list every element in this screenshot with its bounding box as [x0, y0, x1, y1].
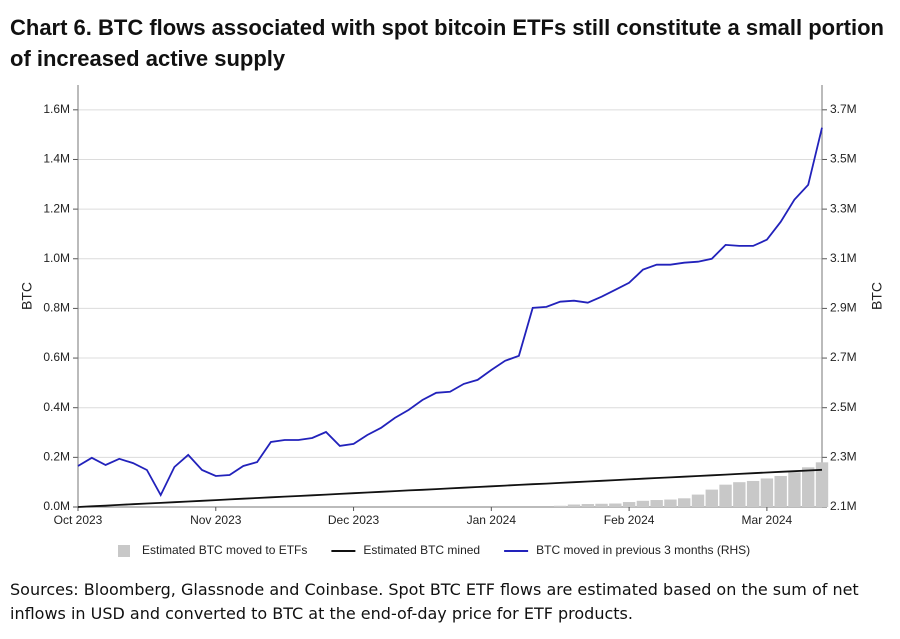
- legend-label: Estimated BTC mined: [363, 543, 480, 557]
- bar: [622, 502, 636, 507]
- bar: [554, 505, 567, 507]
- y2-tick-label: 3.1M: [830, 251, 857, 265]
- y-axis-title: BTC: [19, 282, 35, 310]
- y2-tick-label: 3.3M: [830, 201, 857, 215]
- bar: [719, 484, 732, 507]
- line: [77, 127, 823, 498]
- source-note: Sources: Bloomberg, Glassnode and Coinba…: [10, 580, 859, 623]
- legend-label: BTC moved in previous 3 months (RHS): [536, 543, 750, 557]
- bar: [595, 503, 608, 507]
- y2-tick-label: 3.5M: [830, 152, 857, 166]
- bar: [664, 499, 677, 507]
- y-tick-label: 1.0M: [43, 251, 70, 265]
- y-tick-label: 1.6M: [43, 102, 70, 116]
- y2-tick-label: 2.1M: [830, 499, 857, 513]
- bar: [746, 480, 760, 507]
- x-tick-label: Nov 2023: [190, 513, 242, 527]
- line: [77, 468, 823, 508]
- bar: [691, 494, 705, 507]
- y-tick-label: 0.4M: [43, 400, 70, 414]
- y2-tick-label: 2.5M: [830, 400, 857, 414]
- bar: [636, 500, 650, 507]
- bar: [678, 498, 691, 507]
- bar: [650, 500, 663, 507]
- y-tick-label: 1.4M: [43, 152, 70, 166]
- chart-title: Chart 6. BTC flows associated with spot …: [10, 15, 884, 71]
- y-tick-label: 0.2M: [43, 450, 70, 464]
- y2-tick-label: 2.9M: [830, 301, 857, 315]
- bar: [609, 503, 622, 507]
- bar: [760, 478, 774, 507]
- legend-swatch: [118, 545, 130, 557]
- legend-label: Estimated BTC moved to ETFs: [142, 543, 307, 557]
- y2-axis-title: BTC: [869, 282, 885, 310]
- y-tick-label: 1.2M: [43, 201, 70, 215]
- x-tick-label: Mar 2024: [742, 513, 793, 527]
- y2-tick-label: 2.3M: [830, 450, 857, 464]
- bar: [567, 504, 581, 507]
- y-tick-label: 0.6M: [43, 350, 70, 364]
- y2-tick-label: 3.7M: [830, 102, 857, 116]
- bar: [705, 489, 718, 507]
- bar: [774, 475, 787, 507]
- x-tick-label: Jan 2024: [467, 513, 517, 527]
- bar: [581, 504, 594, 507]
- x-tick-label: Dec 2023: [328, 513, 380, 527]
- y2-tick-label: 2.7M: [830, 350, 857, 364]
- bar: [802, 467, 815, 507]
- x-tick-label: Feb 2024: [604, 513, 655, 527]
- bar: [815, 462, 829, 507]
- bar: [733, 482, 746, 507]
- bar: [788, 472, 801, 507]
- x-tick-label: Oct 2023: [54, 513, 103, 527]
- y-tick-label: 0.0M: [43, 499, 70, 513]
- y-tick-label: 0.8M: [43, 301, 70, 315]
